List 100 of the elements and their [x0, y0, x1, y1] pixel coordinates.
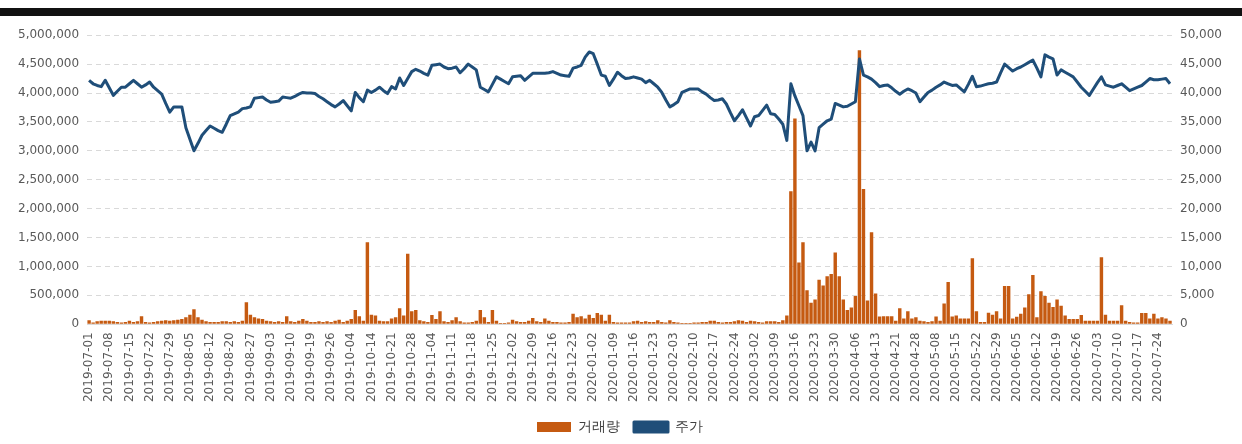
bar — [801, 242, 805, 324]
y2-tick-label: 10,000 — [1180, 258, 1223, 273]
bar — [345, 320, 349, 324]
x-tick-label: 2019-08-20 — [222, 332, 237, 403]
x-tick-label: 2019-09-03 — [262, 332, 277, 403]
bar — [256, 318, 261, 324]
bar — [297, 320, 301, 324]
bar — [668, 320, 672, 324]
bar — [305, 320, 309, 324]
bar — [712, 320, 716, 324]
bar — [180, 319, 184, 324]
bar — [1055, 299, 1059, 324]
y-tick-label: 4,500,000 — [17, 56, 80, 71]
bar — [200, 319, 204, 324]
x-tick-label: 2019-12-09 — [524, 332, 539, 403]
x-tick-label: 2019-07-29 — [161, 332, 176, 403]
bar — [773, 321, 777, 324]
y2-tick-label: 0 — [1180, 316, 1188, 331]
y2-tick-label: 40,000 — [1180, 85, 1223, 100]
x-tick-label: 2020-05-08 — [928, 332, 943, 403]
y-tick-label: 2,000,000 — [17, 200, 80, 215]
x-tick-label: 2019-11-04 — [424, 332, 439, 403]
bar — [1144, 312, 1148, 324]
x-tick-label: 2019-09-26 — [323, 332, 338, 403]
bar — [752, 321, 757, 324]
bar — [1067, 319, 1071, 324]
bar — [204, 321, 208, 324]
bar — [224, 321, 228, 324]
x-tick-label: 2020-05-15 — [948, 332, 963, 403]
bar — [583, 318, 587, 324]
x-tick-label: 2020-04-13 — [867, 332, 882, 403]
bar — [708, 320, 712, 324]
x-tick-label: 2020-01-23 — [645, 332, 660, 403]
bar — [591, 317, 595, 324]
bar — [793, 118, 797, 324]
bar — [934, 316, 938, 324]
bar — [1031, 275, 1035, 324]
y-tick-label: 3,000,000 — [17, 142, 80, 157]
x-tick-label: 2019-08-12 — [202, 332, 217, 403]
x-tick-label: 2020-02-17 — [706, 332, 721, 403]
x-tick-label: 2020-03-23 — [807, 332, 822, 403]
bar — [764, 321, 769, 324]
x-tick-label: 2020-06-12 — [1029, 332, 1044, 403]
x-tick-label: 2019-07-01 — [81, 332, 96, 403]
bar — [732, 321, 737, 324]
x-tick-label: 2019-09-10 — [282, 332, 297, 403]
bar — [527, 320, 531, 324]
bar — [587, 314, 591, 324]
x-tick-label: 2019-10-28 — [403, 332, 418, 403]
bar — [337, 319, 341, 324]
bar — [377, 320, 382, 324]
bar — [1156, 318, 1160, 324]
bar — [1168, 320, 1172, 324]
y-tick-label: 4,000,000 — [17, 85, 80, 100]
bar — [252, 317, 257, 324]
x-tick-label: 2020-06-19 — [1049, 332, 1064, 403]
bar — [184, 317, 188, 324]
y-tick-label: 1,500,000 — [17, 229, 80, 244]
bar — [781, 320, 785, 324]
legend-label: 거래량 — [578, 417, 620, 434]
x-tick-label: 2019-12-23 — [565, 332, 580, 403]
x-tick-label: 2019-07-08 — [101, 332, 116, 403]
bar — [994, 311, 999, 324]
y2-tick-label: 5,000 — [1180, 287, 1215, 302]
bar — [422, 321, 426, 324]
bar — [817, 279, 821, 324]
x-tick-label: 2020-03-09 — [766, 332, 781, 403]
bar — [736, 320, 741, 324]
x-tick-label: 2020-01-09 — [605, 332, 620, 403]
bar — [127, 320, 132, 324]
x-tick-label: 2019-08-27 — [242, 332, 257, 403]
x-tick-label: 2020-07-03 — [1089, 332, 1104, 403]
bar — [579, 316, 583, 324]
bar — [1160, 317, 1164, 324]
x-tick-label: 2019-11-18 — [464, 332, 479, 403]
bar — [740, 320, 745, 324]
y-tick-label: 1,000,000 — [17, 258, 80, 273]
y-tick-label: 500,000 — [29, 287, 80, 302]
bar — [575, 317, 579, 324]
y-tick-label: 3,500,000 — [17, 114, 80, 129]
y-tick-label: 2,500,000 — [17, 171, 80, 186]
bar — [543, 318, 547, 324]
bar — [635, 320, 640, 324]
x-tick-label: 2019-10-04 — [343, 332, 358, 403]
bar — [1152, 313, 1156, 324]
y-tick-label: 5,000,000 — [17, 27, 80, 42]
bar — [768, 321, 773, 324]
bar — [631, 321, 636, 324]
bar — [397, 308, 402, 324]
legend-label: 주가 — [675, 417, 703, 434]
bar — [389, 318, 394, 324]
x-tick-label: 2019-09-19 — [303, 332, 318, 403]
bar — [317, 321, 321, 324]
y-tick-label: 0 — [71, 316, 80, 331]
bar — [450, 320, 454, 324]
x-tick-label: 2020-02-03 — [666, 332, 681, 403]
bar — [918, 320, 922, 324]
bar — [438, 311, 442, 324]
bar — [889, 316, 894, 324]
bar — [1039, 291, 1043, 324]
